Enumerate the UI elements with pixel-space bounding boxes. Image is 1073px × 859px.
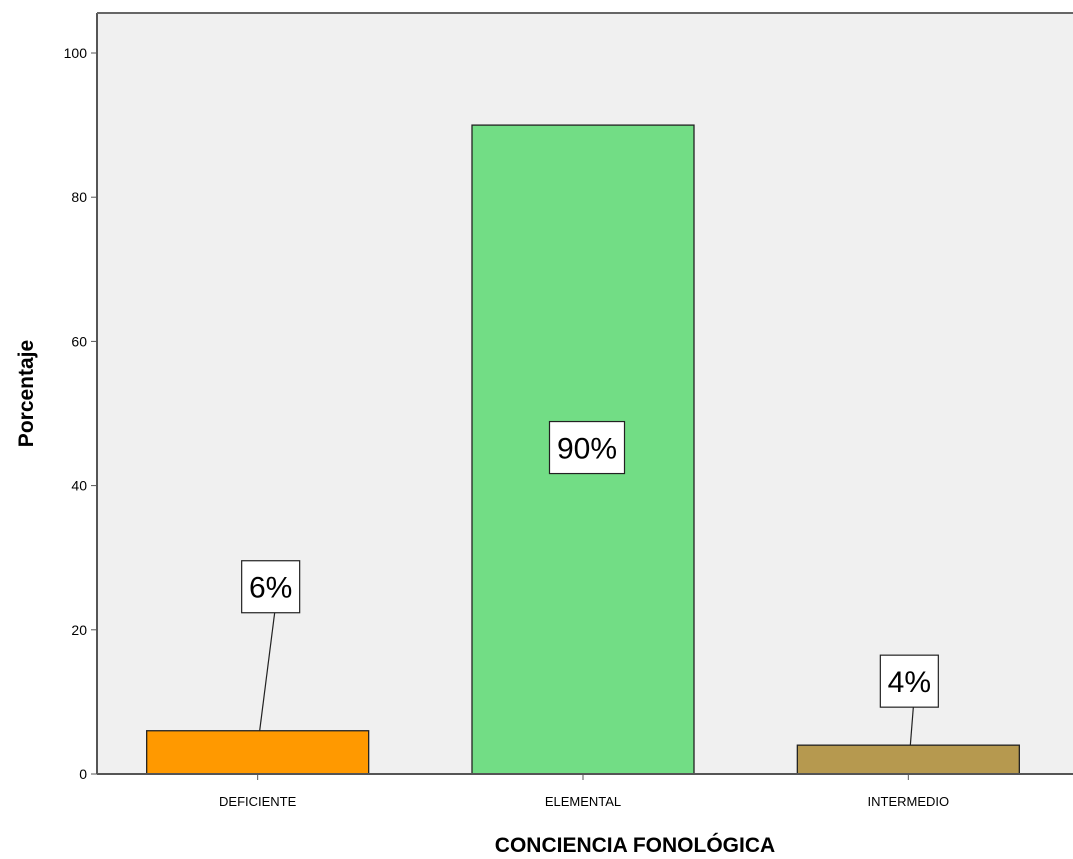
y-tick-label: 20 <box>71 622 87 638</box>
data-label-text: 4% <box>888 666 931 699</box>
leader-line <box>259 612 276 731</box>
y-tick-label: 80 <box>71 189 87 205</box>
data-label-intermedio: 4% <box>879 654 939 746</box>
y-tick-label: 60 <box>71 333 87 349</box>
x-tick-label: INTERMEDIO <box>868 794 950 809</box>
data-label-box <box>241 560 301 614</box>
y-tick-label: 100 <box>64 45 88 61</box>
y-axis-title: Porcentaje <box>15 340 38 447</box>
x-tick-label: DEFICIENTE <box>219 794 297 809</box>
data-label-deficiente: 6% <box>241 560 301 731</box>
leader-line <box>909 707 914 746</box>
bar-deficiente <box>146 730 370 775</box>
data-labels: 6% 90% 4% <box>241 420 939 746</box>
data-label-box <box>548 420 626 475</box>
data-label-elemental: 90% <box>548 420 626 475</box>
bar-intermedio <box>796 744 1020 775</box>
y-tick-label: 40 <box>71 478 87 494</box>
x-axis-title: CONCIENCIA FONOLÓGICA <box>495 833 775 857</box>
data-label-text: 90% <box>557 433 617 466</box>
data-label-text: 6% <box>249 572 292 605</box>
x-tick-label: ELEMENTAL <box>545 794 621 809</box>
y-tick-label: 0 <box>79 766 87 782</box>
data-label-box <box>879 654 939 708</box>
y-axis-ticks: 0 20 40 60 80 100 <box>64 45 97 782</box>
x-axis-tick-labels: DEFICIENTE ELEMENTAL INTERMEDIO <box>219 774 949 809</box>
